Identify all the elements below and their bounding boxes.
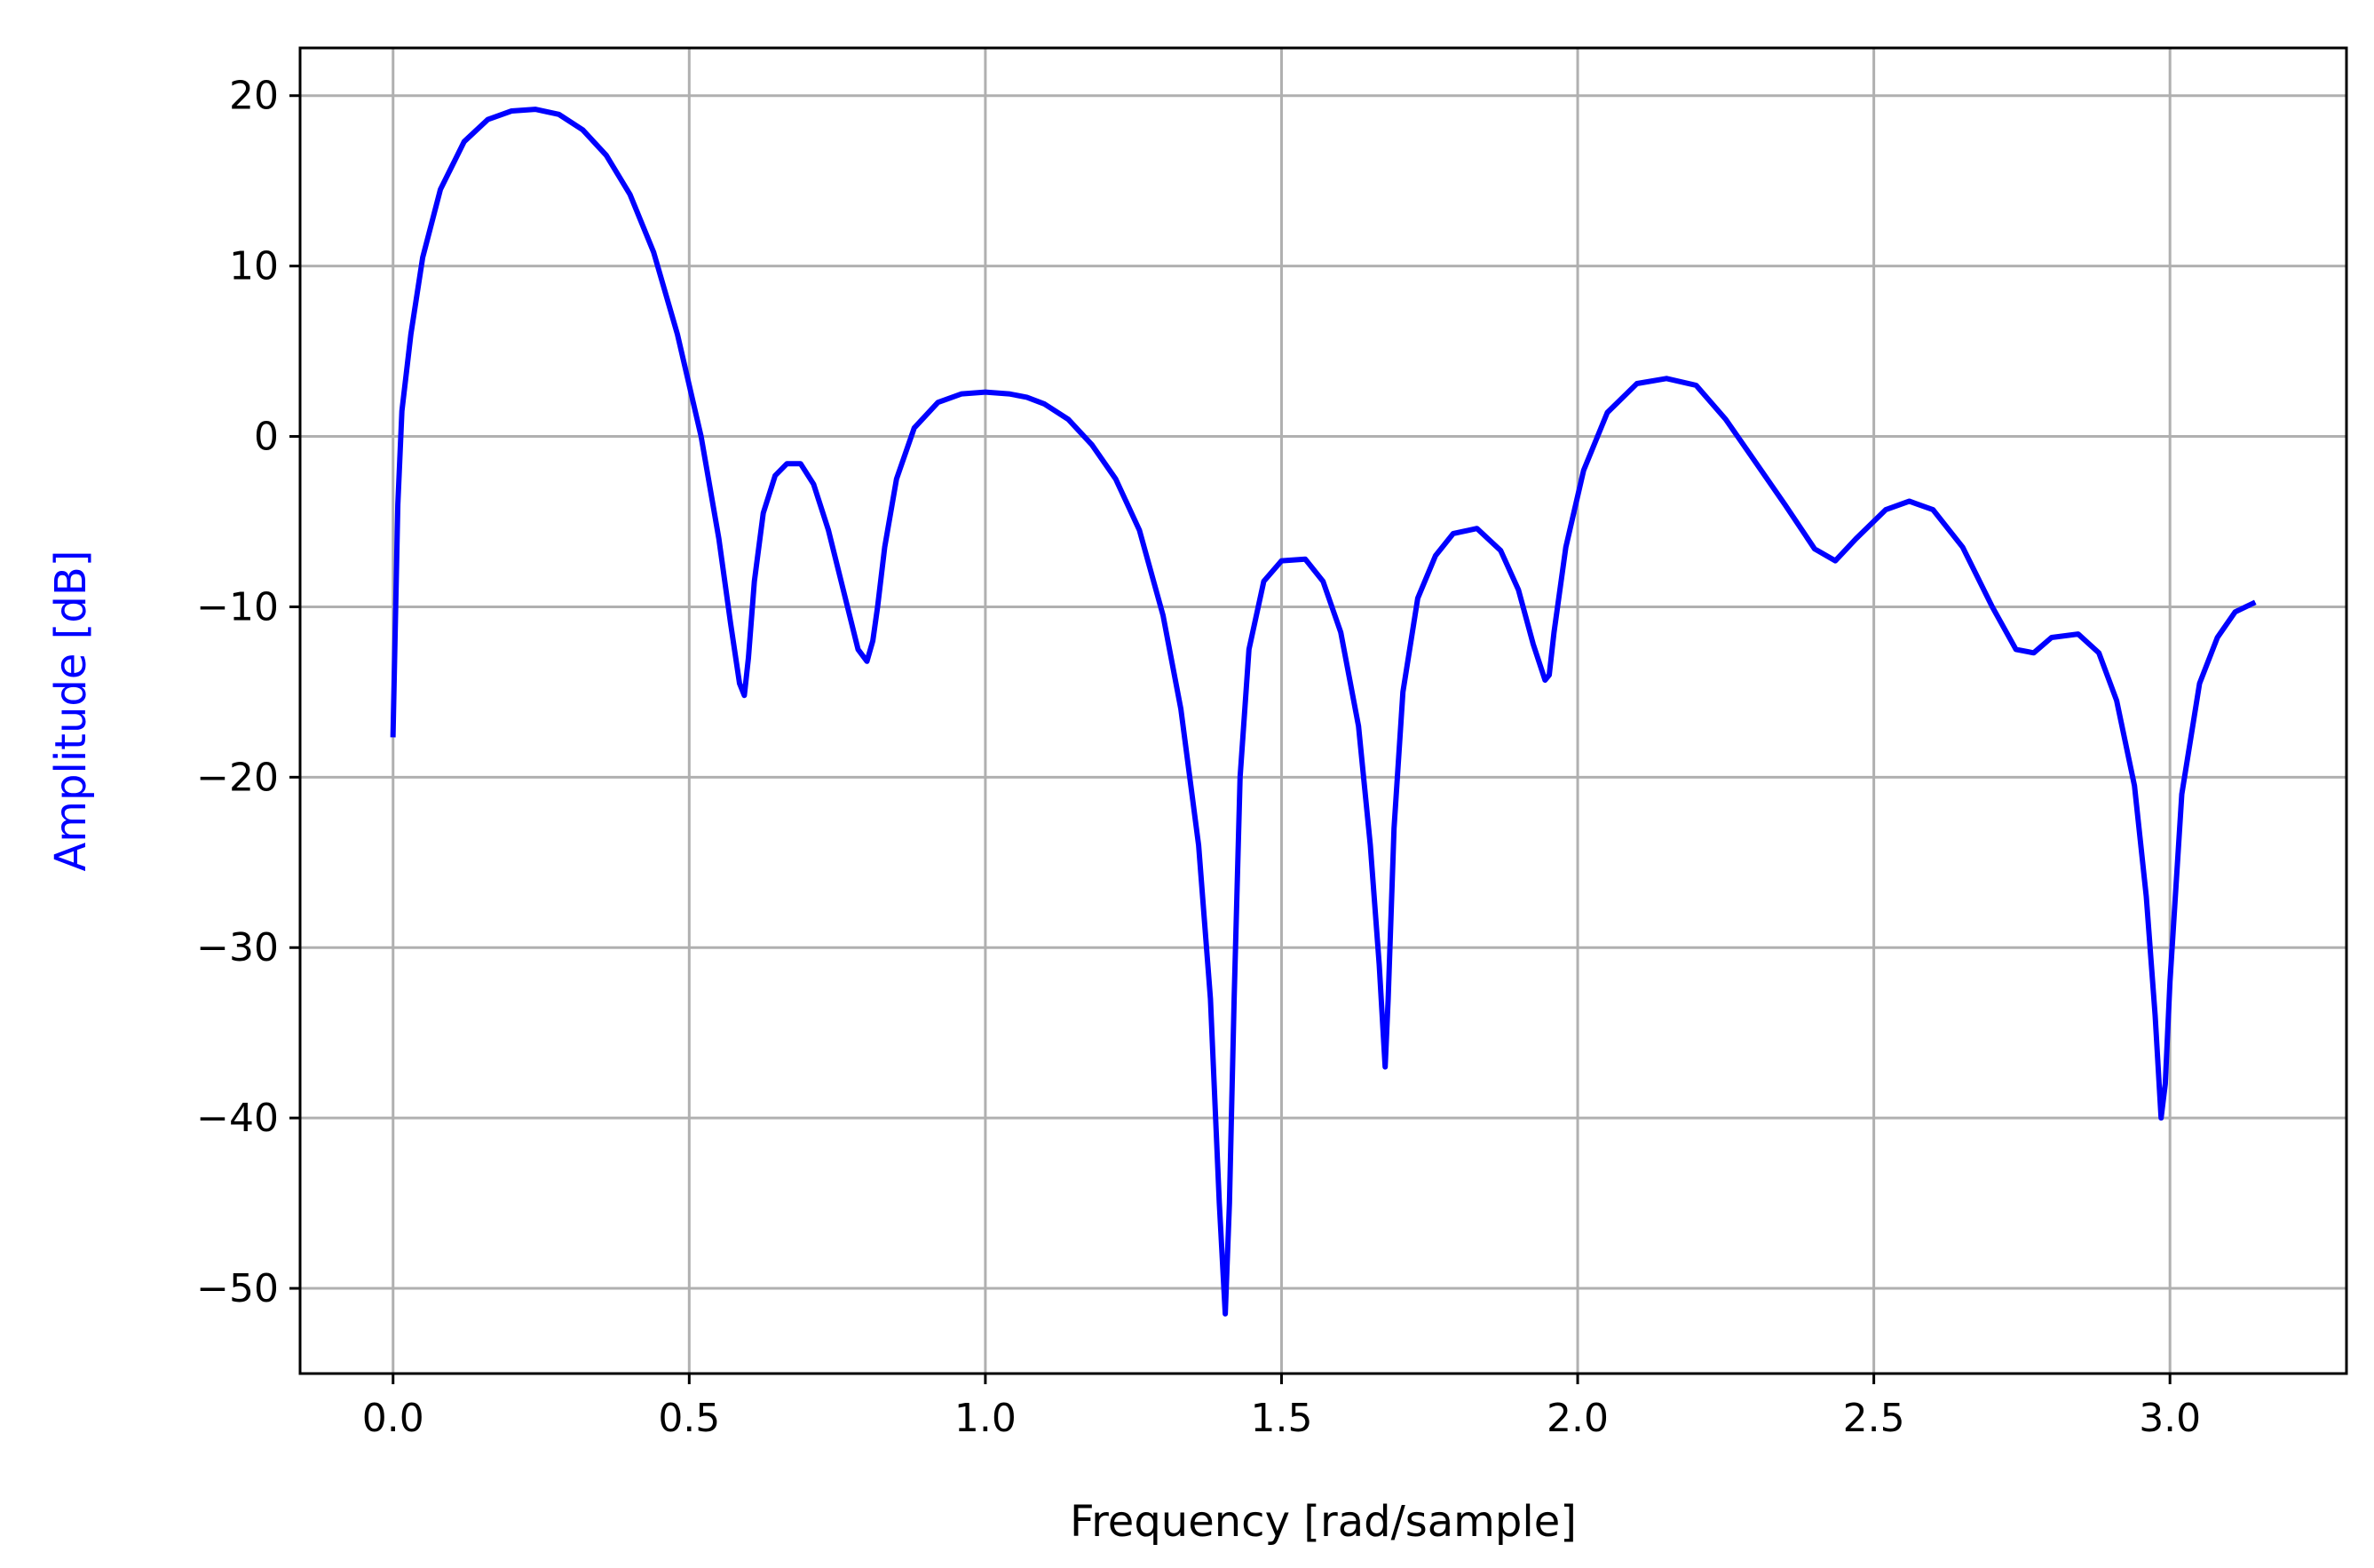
y-tick-label: −50 [196, 1266, 279, 1311]
y-tick-label: 0 [254, 415, 279, 460]
x-tick-label: 1.0 [954, 1396, 1017, 1441]
series-layer [390, 107, 2257, 1317]
y-tick-label: −30 [196, 925, 279, 970]
y-axis-label: Amplitude [dB] [46, 550, 96, 871]
y-tick-label: −10 [196, 584, 279, 630]
y-tick-label: 10 [229, 244, 279, 289]
y-tick-label: −20 [196, 755, 279, 800]
x-tick-label: 2.5 [1843, 1396, 1905, 1441]
plot-frame [298, 46, 2348, 1375]
y-tick-label: −40 [196, 1096, 279, 1141]
y-axis-ticks: 20 10 0 −10 −20 −30 −40 −50 [196, 74, 300, 1311]
x-axis-label: Frequency [rad/sample] [1070, 1497, 1577, 1547]
y-tick-label: 20 [229, 74, 279, 119]
x-tick-label: 3.0 [2139, 1396, 2201, 1441]
series-line [390, 107, 2257, 1317]
x-tick-label: 2.0 [1547, 1396, 1609, 1441]
x-tick-label: 0.5 [658, 1396, 720, 1441]
x-tick-label: 1.5 [1250, 1396, 1312, 1441]
x-axis-ticks: 0.0 0.5 1.0 1.5 2.0 2.5 3.0 [362, 1374, 2201, 1441]
grid [300, 48, 2346, 1374]
x-tick-label: 0.0 [362, 1396, 424, 1441]
